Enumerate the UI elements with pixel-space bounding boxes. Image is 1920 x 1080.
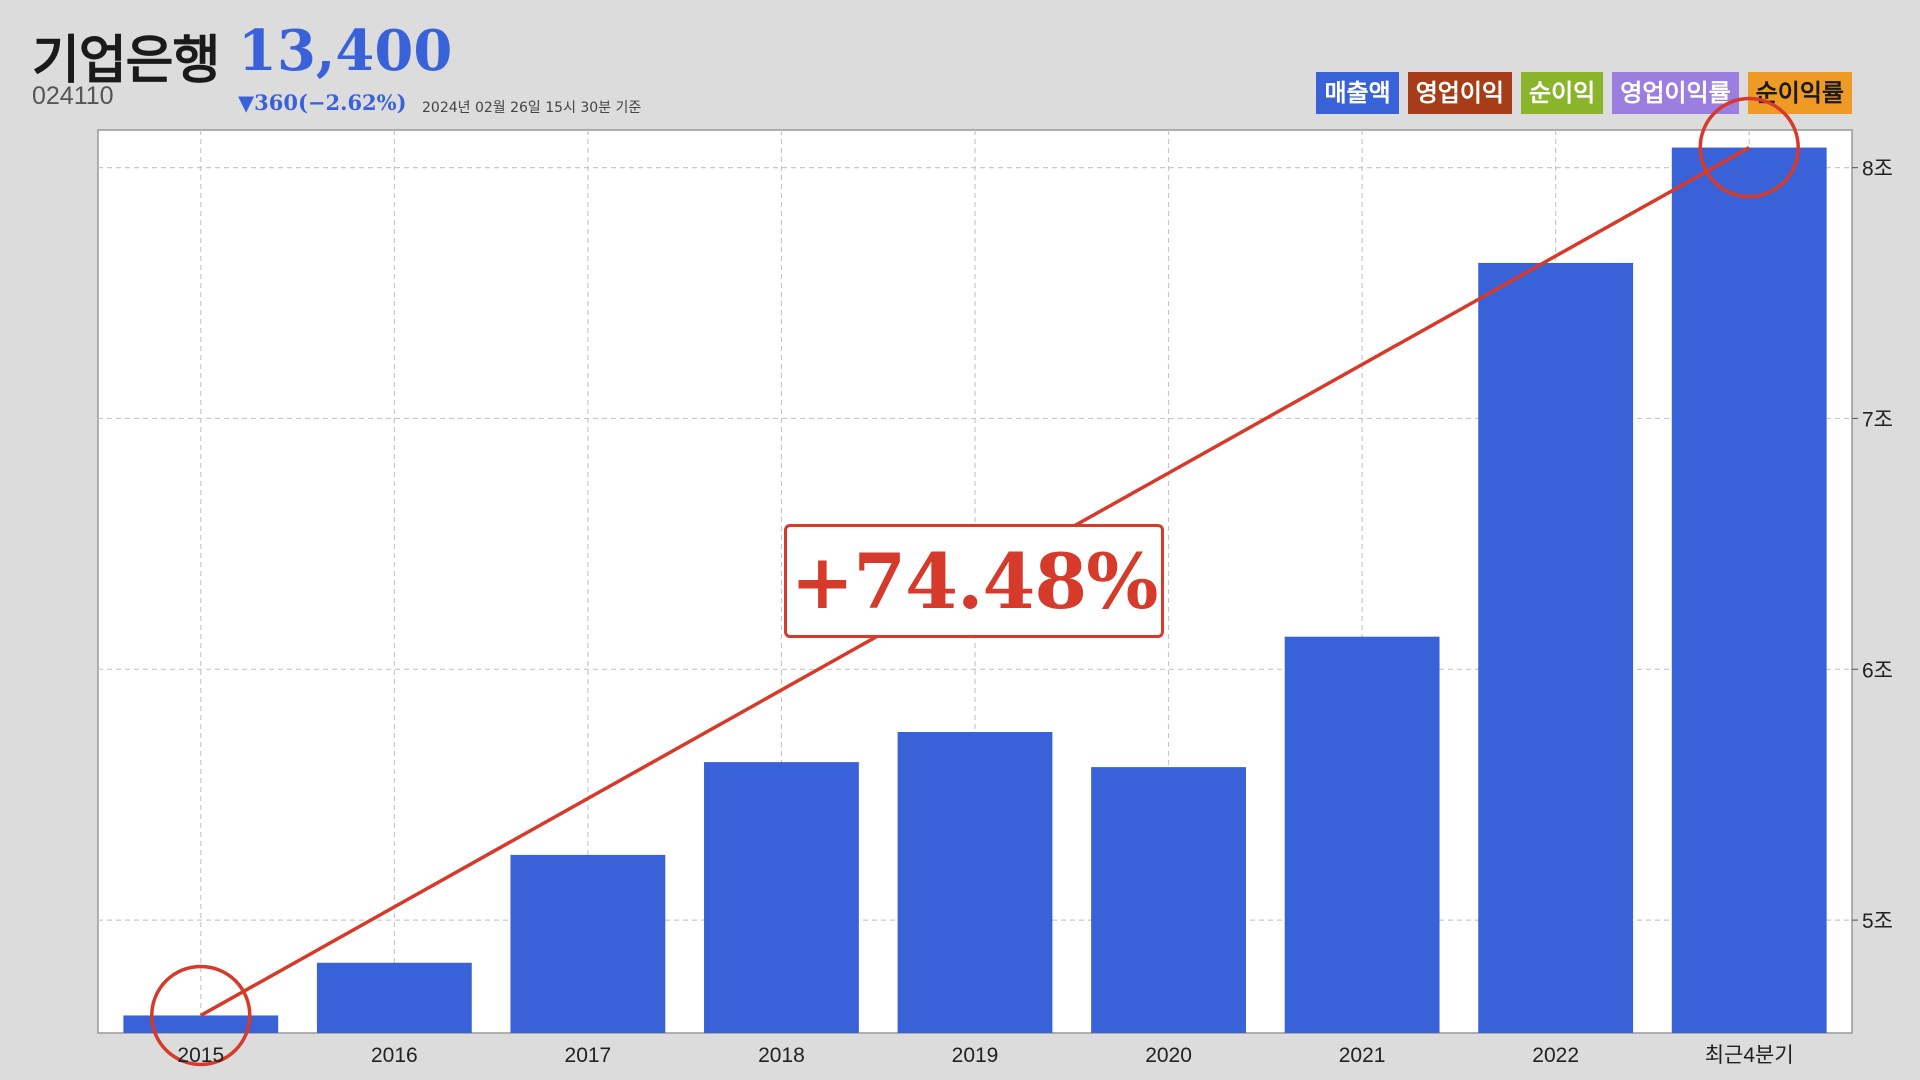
growth-annotation: +74.48% bbox=[784, 524, 1164, 638]
legend-item-net-profit[interactable]: 순이익 bbox=[1521, 72, 1604, 114]
x-tick-label: 2021 bbox=[1339, 1044, 1386, 1067]
growth-percentage: +74.48% bbox=[790, 536, 1159, 626]
trend-end-circle bbox=[1698, 96, 1800, 199]
y-tick-label: 5조 bbox=[1862, 910, 1893, 933]
legend-item-operating-margin[interactable]: 영업이익률 bbox=[1612, 72, 1739, 114]
y-tick-label: 8조 bbox=[1862, 158, 1893, 181]
x-tick-label: 2020 bbox=[1145, 1044, 1192, 1067]
timestamp: 2024년 02월 26일 15시 30분 기준 bbox=[422, 100, 642, 116]
bar-2022 bbox=[1478, 262, 1634, 1034]
company-name: 기업은행 bbox=[32, 31, 220, 91]
trend-start-circle bbox=[150, 964, 252, 1067]
price-change: ▼360(−2.62%) bbox=[238, 90, 407, 115]
y-tick-label: 7조 bbox=[1862, 408, 1893, 431]
bar-2020 bbox=[1091, 767, 1246, 1033]
x-tick-label: 2015 bbox=[177, 1044, 224, 1067]
x-tick-label: 2016 bbox=[371, 1044, 418, 1067]
bar-최근4분기 bbox=[1671, 147, 1827, 1033]
x-tick-label: 2022 bbox=[1532, 1044, 1579, 1067]
chart-header: 기업은행 13,400 024110 ▼360(−2.62%) 2024년 02… bbox=[0, 0, 1920, 125]
bar-2017 bbox=[510, 854, 666, 1033]
bar-2019 bbox=[897, 732, 1053, 1033]
ticker-code: 024110 bbox=[32, 82, 114, 110]
bar-2021 bbox=[1284, 636, 1440, 1033]
x-tick-label: 2018 bbox=[758, 1044, 805, 1067]
y-tick-label: 6조 bbox=[1862, 659, 1893, 682]
stock-price: 13,400 bbox=[238, 18, 453, 84]
legend-item-net-margin[interactable]: 순이익률 bbox=[1747, 72, 1852, 114]
x-tick-label: 최근4분기 bbox=[1705, 1044, 1794, 1067]
x-tick-label: 2017 bbox=[565, 1044, 612, 1067]
legend-item-operating-profit[interactable]: 영업이익 bbox=[1407, 72, 1513, 114]
legend: 매출액 영업이익 순이익 영업이익률 순이익률 bbox=[1316, 72, 1852, 114]
legend-item-revenue[interactable]: 매출액 bbox=[1316, 72, 1399, 114]
bar-2016 bbox=[316, 962, 472, 1033]
bar-2018 bbox=[704, 762, 859, 1033]
bar-2015 bbox=[123, 1015, 279, 1033]
x-tick-label: 2019 bbox=[952, 1044, 999, 1067]
